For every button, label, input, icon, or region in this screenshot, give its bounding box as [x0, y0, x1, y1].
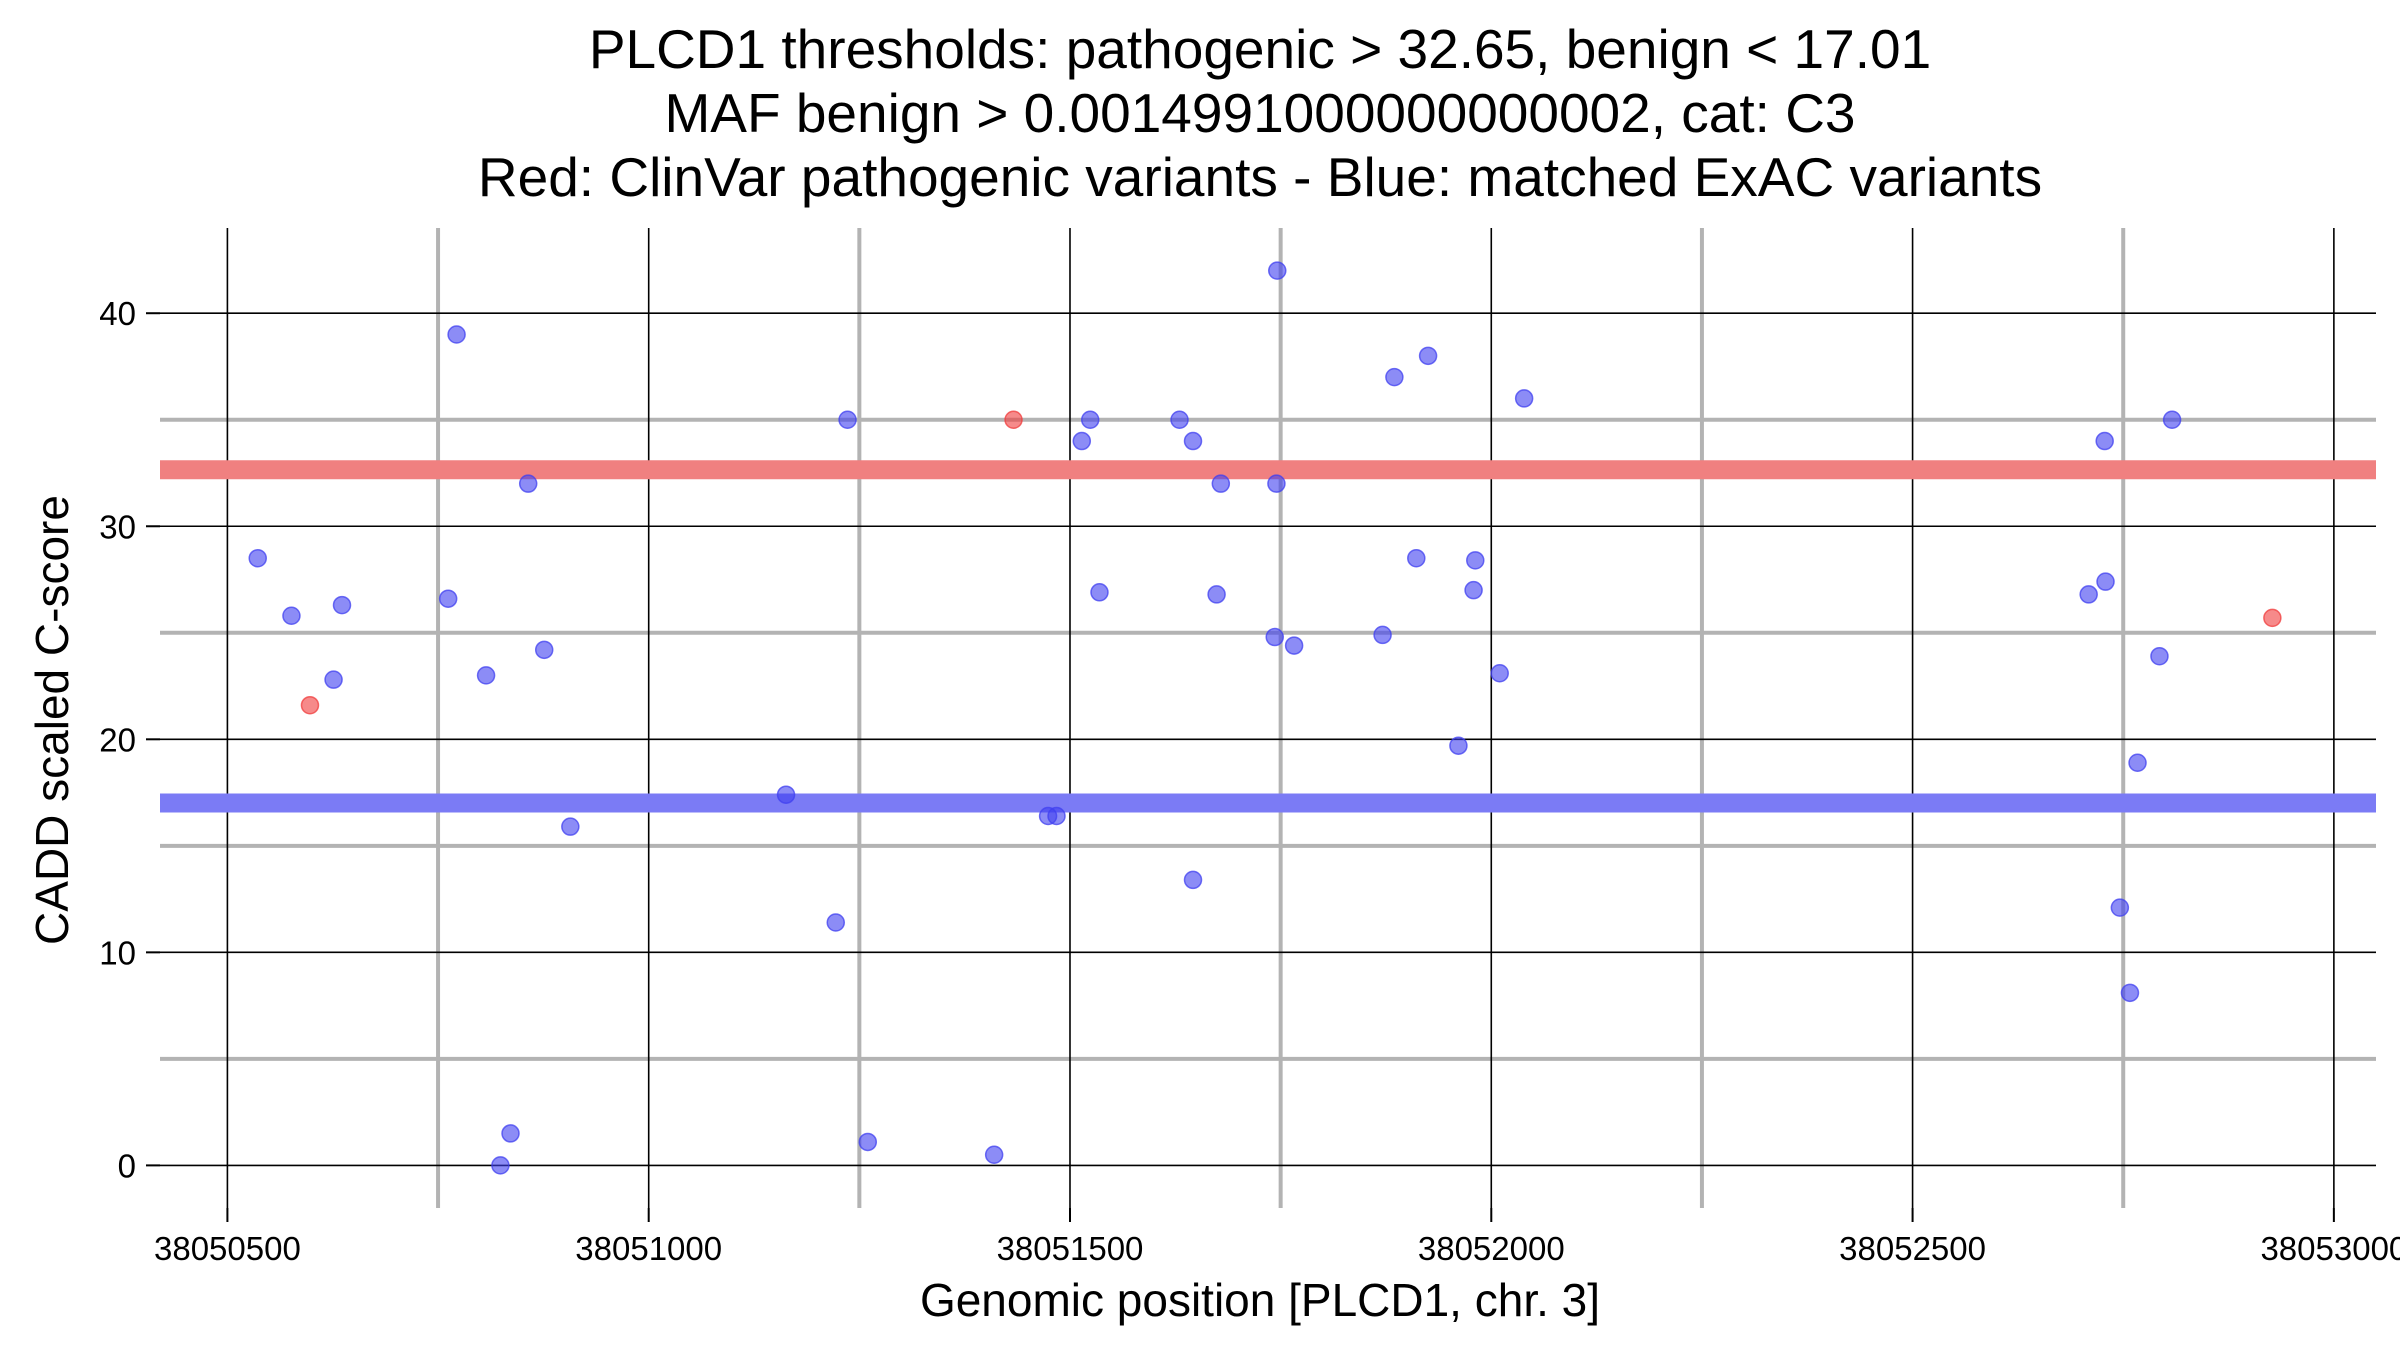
data-point-blue — [2096, 572, 2115, 591]
data-point-blue — [324, 670, 343, 689]
data-point-blue — [776, 785, 796, 804]
data-point-blue — [1080, 410, 1100, 429]
data-point-blue — [1373, 625, 1392, 645]
chart-title-line-1: PLCD1 thresholds: pathogenic > 32.65, be… — [589, 18, 1931, 80]
chart-title-line-2: MAF benign > 0.0014991000000000002, cat:… — [664, 82, 1855, 144]
chart-title-line-3: Red: ClinVar pathogenic variants - Blue:… — [478, 146, 2042, 208]
data-point-blue — [447, 325, 466, 344]
data-point-blue — [838, 410, 857, 429]
data-point-blue — [491, 1156, 510, 1175]
x-tick-label: 38053000 — [2260, 1230, 2400, 1267]
data-point-blue — [518, 474, 538, 493]
data-point-blue — [2110, 898, 2130, 917]
data-point-blue — [332, 595, 352, 615]
data-point-blue — [984, 1145, 1004, 1164]
x-tick-label: 38050500 — [154, 1230, 301, 1267]
data-point-red — [2263, 608, 2282, 628]
data-point-blue — [1183, 431, 1203, 451]
data-point-blue — [826, 913, 846, 932]
data-point-red — [1004, 410, 1023, 429]
data-point-blue — [561, 817, 580, 836]
y-tick-label: 40 — [99, 295, 136, 332]
x-tick-labels: 38050500 38051000 38051500 38052000 38052500… — [154, 1230, 2400, 1267]
y-tick-label: 10 — [99, 934, 136, 971]
data-point-blue — [1385, 367, 1404, 387]
y-tick-label: 0 — [118, 1147, 136, 1184]
data-point-blue — [2079, 585, 2098, 604]
data-point-blue — [476, 666, 496, 685]
data-point-blue — [438, 589, 458, 608]
data-point-blue — [1449, 736, 1468, 755]
data-point-blue — [1464, 580, 1483, 600]
major-gridlines — [160, 228, 2376, 1208]
data-point-blue — [1183, 870, 1203, 890]
threshold-lines — [160, 460, 2376, 813]
data-point-blue — [2162, 410, 2182, 429]
x-tick-label: 38052500 — [1839, 1230, 1986, 1267]
data-point-blue — [248, 548, 267, 568]
y-axis-title: CADD scaled C-score — [26, 495, 78, 945]
data-point-blue — [1490, 664, 1509, 683]
data-point-blue — [2120, 983, 2140, 1003]
data-point-blue — [1268, 261, 1287, 280]
chart-title: PLCD1 thresholds: pathogenic > 32.65, be… — [478, 18, 2042, 208]
data-point-blue — [1466, 551, 1485, 570]
data-point-blue — [1267, 474, 1286, 493]
data-point-blue — [1072, 431, 1092, 451]
data-point-blue — [1207, 585, 1226, 604]
y-tick-label: 30 — [99, 508, 136, 545]
data-point-blue — [2150, 646, 2169, 666]
axis-ticks — [146, 312, 2335, 1222]
data-point-blue — [1284, 636, 1304, 655]
data-point-blue — [1211, 474, 1231, 493]
data-point-blue — [1170, 410, 1189, 429]
minor-gridlines — [160, 228, 2376, 1208]
data-point-blue — [1407, 548, 1426, 568]
data-point-blue — [1418, 346, 1438, 366]
data-point-blue — [1265, 627, 1284, 647]
data-point-blue — [2095, 431, 2114, 451]
data-point-blue — [534, 640, 554, 660]
data-point-blue — [2128, 753, 2147, 772]
data-point-blue — [1514, 389, 1534, 408]
data-point-blue — [501, 1124, 520, 1143]
data-point-blue — [282, 606, 301, 625]
data-point-red — [300, 695, 320, 715]
x-tick-label: 38051000 — [575, 1230, 722, 1267]
y-tick-labels: 0 10 20 30 40 — [99, 295, 136, 1184]
data-point-blue — [858, 1132, 878, 1152]
data-point-blue — [1047, 806, 1066, 826]
data-points — [248, 261, 2282, 1175]
x-axis-title: Genomic position [PLCD1, chr. 3] — [920, 1274, 1600, 1326]
x-tick-label: 38052000 — [1418, 1230, 1565, 1267]
data-point-blue — [1090, 583, 1109, 602]
x-tick-label: 38051500 — [997, 1230, 1144, 1267]
y-tick-label: 20 — [99, 721, 136, 758]
